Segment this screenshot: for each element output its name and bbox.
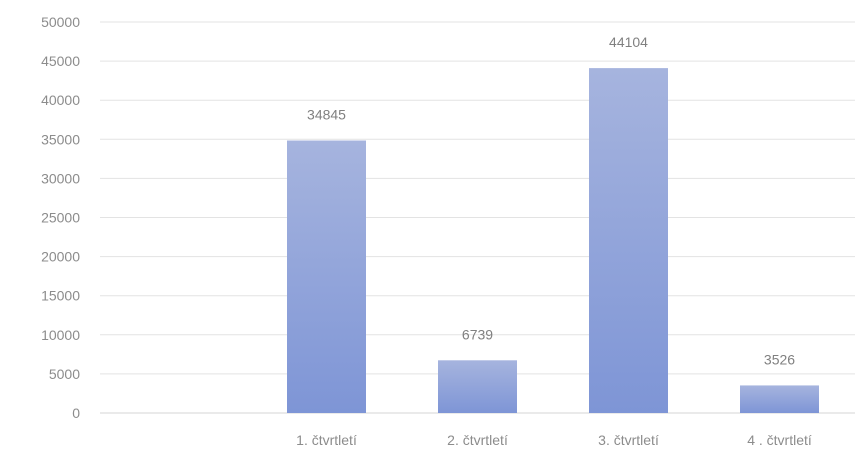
y-tick-label: 10000: [41, 327, 80, 343]
data-label: 6739: [462, 326, 493, 342]
data-labels: 34845 6739 44104 3526: [307, 34, 795, 367]
y-tick-label: 0: [72, 405, 80, 421]
data-label: 44104: [609, 34, 648, 50]
x-category-label: 1. čtvrtletí: [296, 432, 357, 448]
y-axis-tick-labels: 0 5000 10000 15000 20000 25000 30000 35000 40000…: [41, 14, 80, 421]
y-tick-label: 30000: [41, 170, 80, 186]
y-tick-label: 25000: [41, 210, 80, 226]
data-label: 3526: [764, 351, 795, 367]
y-tick-label: 5000: [49, 366, 80, 382]
bar: [287, 140, 366, 414]
x-axis-category-labels: 1. čtvrtletí 2. čtvrtletí 3. čtvrtletí 4 . …: [296, 432, 812, 448]
bar: [740, 385, 819, 413]
x-category-label: 4 . čtvrtletí: [747, 432, 812, 448]
y-tick-label: 20000: [41, 249, 80, 265]
bars: [287, 68, 819, 414]
grid-lines: [100, 21, 855, 414]
y-tick-label: 15000: [41, 288, 80, 304]
x-category-label: 3. čtvrtletí: [598, 432, 659, 448]
x-category-label: 2. čtvrtletí: [447, 432, 508, 448]
bar: [438, 360, 517, 413]
y-tick-label: 40000: [41, 92, 80, 108]
data-label: 34845: [307, 107, 346, 123]
y-tick-label: 50000: [41, 14, 80, 30]
bar: [589, 68, 668, 413]
y-tick-label: 45000: [41, 53, 80, 69]
y-tick-label: 35000: [41, 131, 80, 147]
